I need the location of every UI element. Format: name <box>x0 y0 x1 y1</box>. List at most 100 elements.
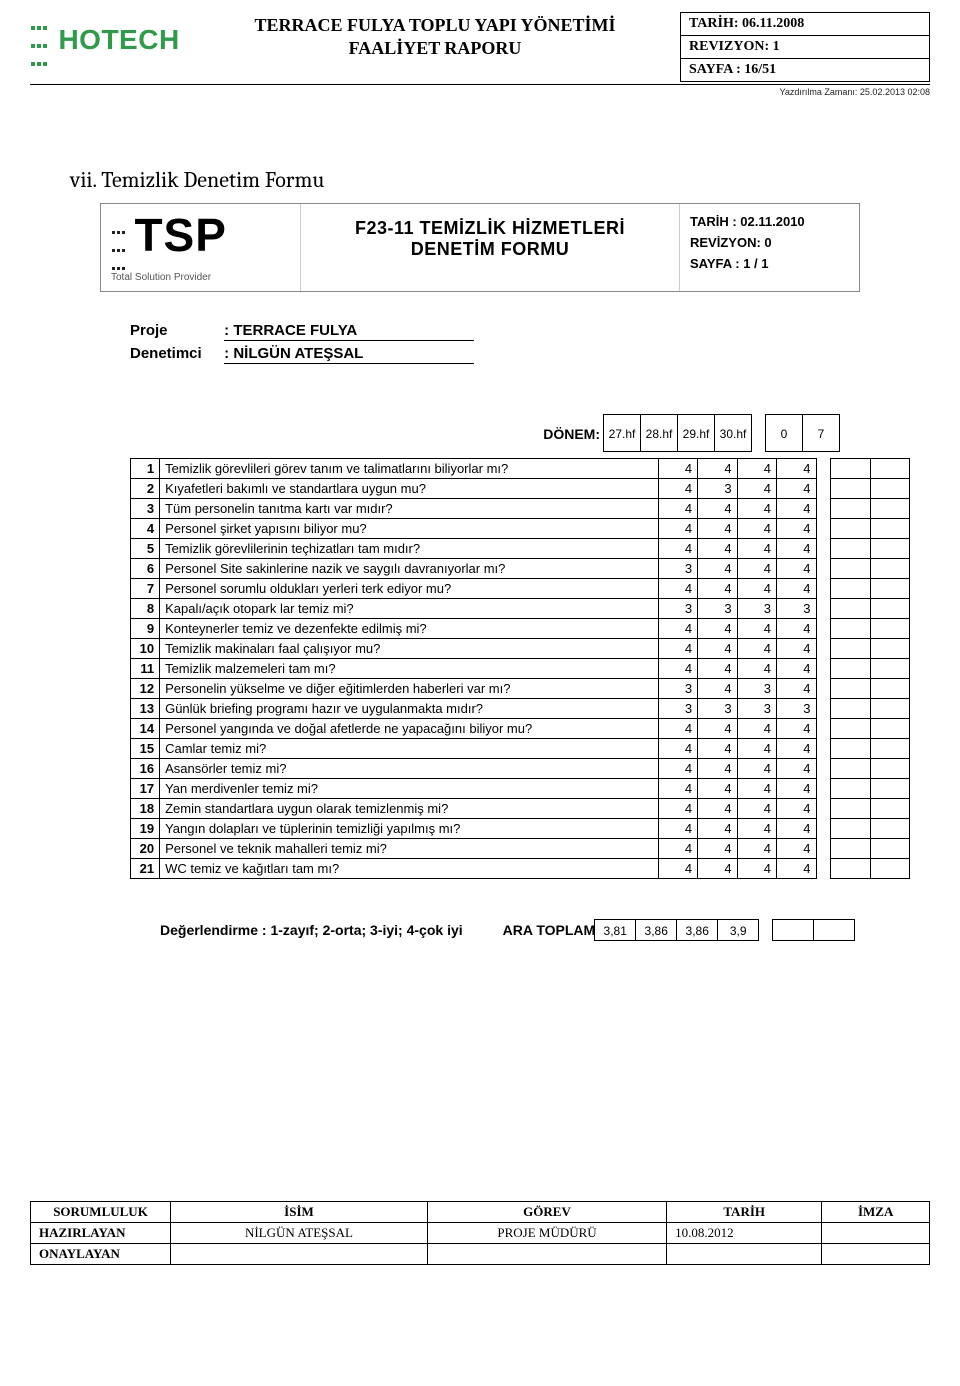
row-value: 4 <box>658 519 697 539</box>
table-row: 15Camlar temiz mi?4444 <box>131 739 910 759</box>
table-row: 5Temizlik görevlilerinin teçhizatları ta… <box>131 539 910 559</box>
row-extra <box>831 519 870 539</box>
footer-table: SORUMLULUKİSİMGÖREVTARİHİMZAHAZIRLAYANNİ… <box>30 1201 930 1265</box>
row-question: Temizlik görevlileri görev tanım ve tali… <box>160 459 659 479</box>
row-value: 4 <box>737 819 776 839</box>
row-value: 4 <box>737 839 776 859</box>
row-number: 15 <box>131 739 160 759</box>
row-value: 3 <box>658 679 697 699</box>
row-gap <box>816 559 831 579</box>
row-extra <box>831 659 870 679</box>
row-value: 4 <box>658 619 697 639</box>
row-value: 4 <box>777 479 816 499</box>
row-value: 4 <box>698 799 737 819</box>
row-extra <box>831 539 870 559</box>
row-gap <box>816 539 831 559</box>
row-value: 4 <box>698 459 737 479</box>
project-block: Proje : TERRACE FULYA Denetimci : NİLGÜN… <box>130 322 930 364</box>
row-value: 4 <box>698 859 737 879</box>
table-row: 3Tüm personelin tanıtma kartı var mıdır?… <box>131 499 910 519</box>
row-gap <box>816 819 831 839</box>
row-value: 3 <box>698 699 737 719</box>
footer-row: ONAYLAYAN <box>31 1244 930 1265</box>
donem-extra: 7 <box>802 414 840 452</box>
tsp-logo-sub: Total Solution Provider <box>111 272 290 283</box>
row-number: 1 <box>131 459 160 479</box>
row-value: 4 <box>777 579 816 599</box>
row-value: 4 <box>698 679 737 699</box>
row-number: 11 <box>131 659 160 679</box>
row-extra <box>831 579 870 599</box>
row-number: 16 <box>131 759 160 779</box>
subtotal-cell: 3,9 <box>717 919 759 941</box>
donem-label: DÖNEM: <box>543 414 604 452</box>
row-extra <box>870 739 910 759</box>
row-extra <box>831 559 870 579</box>
row-value: 4 <box>737 619 776 639</box>
row-question: Zemin standartlara uygun olarak temizlen… <box>160 799 659 819</box>
donem-week: 27.hf <box>603 414 641 452</box>
row-question: Personel şirket yapısını biliyor mu? <box>160 519 659 539</box>
row-extra <box>870 599 910 619</box>
donem-week: 30.hf <box>714 414 752 452</box>
row-question: Temizlik makinaları faal çalışıyor mu? <box>160 639 659 659</box>
tsp-logo: TSP Total Solution Provider <box>101 204 301 291</box>
row-extra <box>870 779 910 799</box>
table-row: 6Personel Site sakinlerine nazik ve sayg… <box>131 559 910 579</box>
row-value: 4 <box>737 519 776 539</box>
logo-text: HOTECH <box>58 24 179 55</box>
row-value: 4 <box>658 459 697 479</box>
row-value: 4 <box>698 739 737 759</box>
row-value: 4 <box>737 479 776 499</box>
row-extra <box>831 819 870 839</box>
row-extra <box>831 739 870 759</box>
row-value: 4 <box>737 719 776 739</box>
page-header: HOTECH TERRACE FULYA TOPLU YAPI YÖNETİMİ… <box>30 12 930 82</box>
row-question: Personel sorumlu oldukları yerleri terk … <box>160 579 659 599</box>
tsp-logo-text: TSP <box>134 209 226 261</box>
row-gap <box>816 799 831 819</box>
row-value: 3 <box>698 599 737 619</box>
proje-value: : TERRACE FULYA <box>224 322 474 341</box>
row-extra <box>831 499 870 519</box>
row-value: 4 <box>737 779 776 799</box>
footer-imza <box>822 1244 930 1265</box>
row-number: 2 <box>131 479 160 499</box>
row-value: 4 <box>737 459 776 479</box>
form-header: TSP Total Solution Provider F23-11 TEMİZ… <box>100 203 860 292</box>
row-question: Personel yangında ve doğal afetlerde ne … <box>160 719 659 739</box>
footer-isim: NİLGÜN ATEŞSAL <box>171 1223 428 1244</box>
denetimci-label: Denetimci <box>130 345 220 362</box>
row-extra <box>831 839 870 859</box>
row-value: 3 <box>698 479 737 499</box>
footer-header-row: SORUMLULUKİSİMGÖREVTARİHİMZA <box>31 1202 930 1223</box>
row-gap <box>816 719 831 739</box>
row-gap <box>816 499 831 519</box>
row-value: 4 <box>777 659 816 679</box>
row-gap <box>816 579 831 599</box>
footer-tarih: 10.08.2012 <box>667 1223 822 1244</box>
row-value: 4 <box>737 559 776 579</box>
evaluation-row: Değerlendirme : 1-zayıf; 2-orta; 3-iyi; … <box>160 919 930 941</box>
table-row: 8Kapalı/açık otopark lar temiz mi?3333 <box>131 599 910 619</box>
row-value: 4 <box>777 819 816 839</box>
row-value: 4 <box>777 559 816 579</box>
row-value: 4 <box>777 459 816 479</box>
footer-row: HAZIRLAYANNİLGÜN ATEŞSALPROJE MÜDÜRÜ10.0… <box>31 1223 930 1244</box>
row-value: 3 <box>658 599 697 619</box>
row-question: Konteynerler temiz ve dezenfekte edilmiş… <box>160 619 659 639</box>
audit-table: 1Temizlik görevlileri görev tanım ve tal… <box>130 458 910 879</box>
row-extra <box>831 619 870 639</box>
row-question: Yan merdivenler temiz mi? <box>160 779 659 799</box>
row-value: 4 <box>698 539 737 559</box>
row-value: 4 <box>698 779 737 799</box>
row-gap <box>816 759 831 779</box>
row-question: WC temiz ve kağıtları tam mı? <box>160 859 659 879</box>
row-question: Temizlik görevlilerinin teçhizatları tam… <box>160 539 659 559</box>
row-gap <box>816 639 831 659</box>
subtotal-label: ARA TOPLAM <box>503 922 596 938</box>
donem-week: 28.hf <box>640 414 678 452</box>
form-meta: TARİH : 02.11.2010 REVİZYON: 0 SAYFA : 1… <box>679 204 859 291</box>
footer-header: SORUMLULUK <box>31 1202 171 1223</box>
row-extra <box>870 679 910 699</box>
